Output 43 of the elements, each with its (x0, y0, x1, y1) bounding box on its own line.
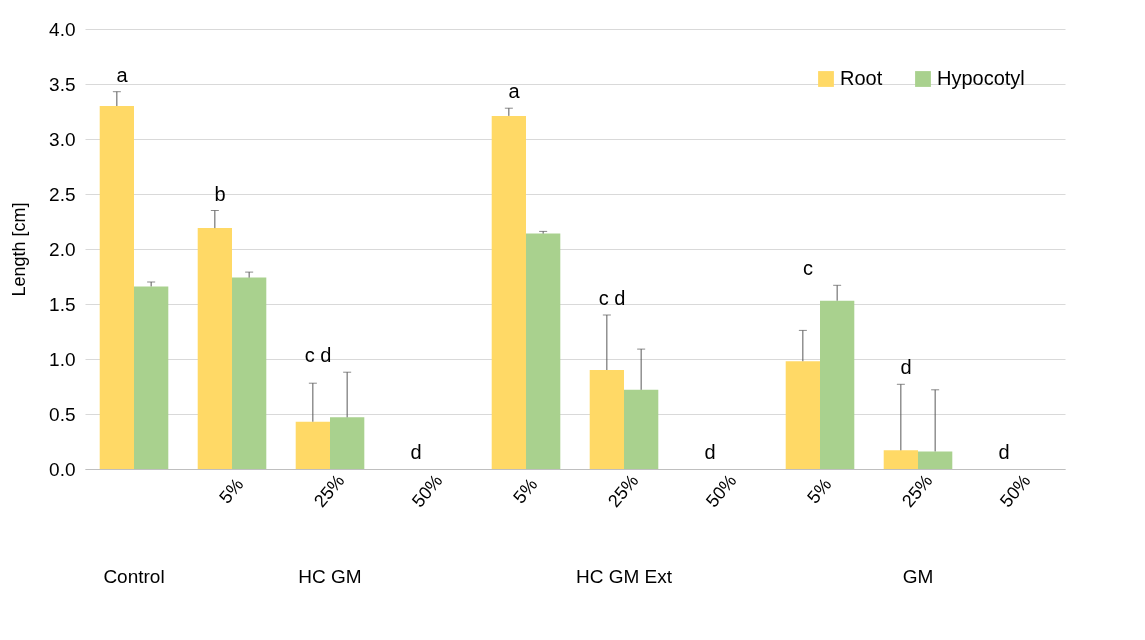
legend-label: Hypocotyl (937, 67, 1025, 89)
annotation: d (704, 441, 716, 463)
bar (785, 361, 820, 469)
y-tick-label: 2.0 (49, 238, 76, 260)
y-tick-label: 3.5 (49, 73, 76, 95)
annotation: b (214, 182, 226, 205)
y-tick-label: 0.5 (49, 403, 76, 425)
text: Control (103, 566, 165, 587)
bar (820, 300, 855, 469)
bar (134, 286, 169, 469)
bar (491, 115, 526, 469)
y-tick-label: 0.0 (49, 458, 76, 480)
x-tick-label: 5% (509, 474, 542, 508)
y-tick-label: 1.5 (49, 293, 76, 315)
text: HC GM Ext (575, 566, 673, 587)
legend-label: Root (840, 67, 883, 89)
bar (295, 421, 330, 469)
bar (624, 389, 659, 469)
bar (99, 106, 134, 469)
bar (197, 228, 232, 469)
bar (918, 451, 953, 469)
y-axis-title: Length [cm] (9, 202, 30, 297)
text: GM (902, 566, 934, 587)
annotation: d (998, 441, 1010, 463)
y-tick-label: 4.0 (49, 18, 76, 40)
annotation: a (508, 80, 521, 103)
bar (883, 450, 918, 469)
bar (232, 277, 267, 469)
annotation: c (803, 257, 813, 280)
y-tick-label: 1.0 (49, 348, 76, 370)
annotation: d (900, 356, 912, 379)
annotation: c d (304, 344, 332, 367)
annotation: c d (598, 287, 626, 309)
bar (589, 370, 624, 469)
y-tick-label: 3.0 (49, 128, 76, 150)
x-tick-label: 5% (803, 474, 836, 508)
x-tick-label: 5% (215, 474, 248, 508)
bar (526, 233, 561, 469)
text: HC GM (298, 566, 362, 587)
bar (330, 417, 365, 469)
annotation: d (410, 441, 422, 463)
annotation: a (116, 63, 129, 86)
y-tick-label: 2.5 (49, 183, 76, 205)
